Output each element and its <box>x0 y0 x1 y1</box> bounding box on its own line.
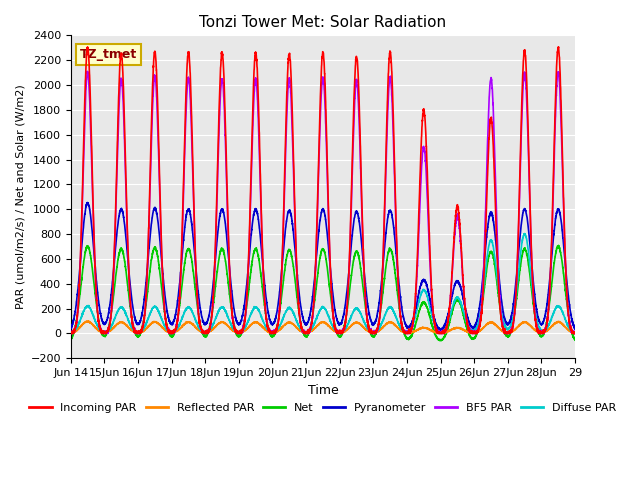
Diffuse PAR <box>157 316 165 322</box>
BF5 PAR <box>84 69 92 74</box>
Line: Diffuse PAR: Diffuse PAR <box>71 234 575 333</box>
X-axis label: Time: Time <box>307 384 339 396</box>
Reflected PAR <box>304 329 312 335</box>
Title: Tonzi Tower Met: Solar Radiation: Tonzi Tower Met: Solar Radiation <box>199 15 447 30</box>
Y-axis label: PAR (umol/m2/s) / Net and Solar (W/m2): PAR (umol/m2/s) / Net and Solar (W/m2) <box>15 84 25 309</box>
Pyranometer <box>571 326 579 332</box>
Incoming PAR <box>555 44 563 50</box>
Pyranometer <box>83 200 91 205</box>
Incoming PAR <box>304 329 312 335</box>
Incoming PAR <box>68 331 76 336</box>
Reflected PAR <box>85 318 93 324</box>
Incoming PAR <box>465 324 472 330</box>
BF5 PAR <box>436 330 444 336</box>
BF5 PAR <box>571 331 579 336</box>
Net <box>465 329 472 335</box>
Pyranometer <box>436 327 444 333</box>
Diffuse PAR <box>571 330 579 336</box>
Reflected PAR <box>437 331 445 336</box>
Diffuse PAR <box>408 324 415 330</box>
Pyranometer <box>67 325 75 331</box>
BF5 PAR <box>408 326 415 332</box>
Incoming PAR <box>67 330 75 336</box>
BF5 PAR <box>304 331 312 336</box>
Diffuse PAR <box>571 329 579 335</box>
Diffuse PAR <box>464 322 472 328</box>
Line: Incoming PAR: Incoming PAR <box>71 47 575 334</box>
Diffuse PAR <box>521 231 529 237</box>
Reflected PAR <box>465 329 472 335</box>
Line: Net: Net <box>71 245 575 340</box>
Diffuse PAR <box>436 328 444 334</box>
Diffuse PAR <box>304 330 312 336</box>
Reflected PAR <box>408 330 415 336</box>
Pyranometer <box>304 319 312 325</box>
Reflected PAR <box>436 330 444 336</box>
Text: TZ_tmet: TZ_tmet <box>80 48 137 61</box>
BF5 PAR <box>465 326 472 332</box>
Net <box>408 334 415 339</box>
Line: BF5 PAR: BF5 PAR <box>71 72 575 334</box>
Net <box>436 337 444 343</box>
BF5 PAR <box>67 330 75 336</box>
Incoming PAR <box>571 329 579 335</box>
Reflected PAR <box>67 330 75 336</box>
Pyranometer <box>436 327 444 333</box>
Incoming PAR <box>571 331 579 336</box>
Net <box>67 336 75 342</box>
Net <box>436 337 444 343</box>
Incoming PAR <box>408 326 415 332</box>
Reflected PAR <box>157 324 165 329</box>
BF5 PAR <box>67 331 75 336</box>
Pyranometer <box>571 325 579 331</box>
Net <box>571 337 579 343</box>
Pyranometer <box>157 256 165 262</box>
Line: Reflected PAR: Reflected PAR <box>71 321 575 334</box>
Legend: Incoming PAR, Reflected PAR, Net, Pyranometer, BF5 PAR, Diffuse PAR: Incoming PAR, Reflected PAR, Net, Pyrano… <box>25 398 621 417</box>
Net <box>571 336 579 341</box>
Incoming PAR <box>157 243 165 249</box>
BF5 PAR <box>571 331 579 336</box>
Pyranometer <box>408 320 415 326</box>
Reflected PAR <box>571 330 579 336</box>
Diffuse PAR <box>67 330 75 336</box>
Net <box>555 242 563 248</box>
BF5 PAR <box>158 251 166 256</box>
Pyranometer <box>465 317 472 323</box>
Incoming PAR <box>436 330 444 336</box>
Net <box>304 332 312 338</box>
Net <box>157 283 165 289</box>
Line: Pyranometer: Pyranometer <box>71 203 575 330</box>
Reflected PAR <box>571 330 579 336</box>
